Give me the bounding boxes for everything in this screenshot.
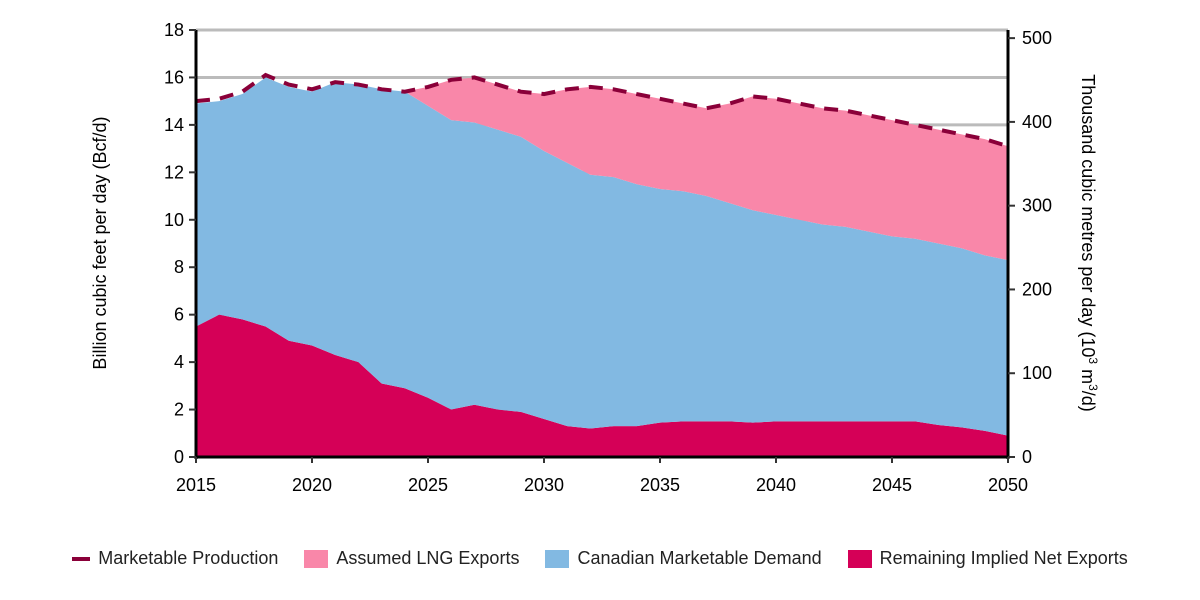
x-tick-label: 2015 [176,475,216,495]
legend-item-marketable-production: Marketable Production [72,548,278,569]
y-tick-label: 8 [174,257,184,277]
chart-svg: 0 2 4 6 8 10 12 14 16 18 0 100 200 300 400 500 2015 2020 2… [90,20,1100,495]
legend-label: Marketable Production [98,548,279,568]
x-tick-label: 2050 [988,475,1028,495]
y2-tick-label: 100 [1022,363,1052,383]
x-tick-label: 2045 [872,475,912,495]
legend-label: Remaining Implied Net Exports [879,548,1128,568]
y2-tick-label: 500 [1022,28,1052,48]
area-assumed-lng-exports [196,77,1008,261]
area-canadian-marketable-demand [196,77,1008,436]
x-tick-label: 2020 [292,475,332,495]
y-tick-label: 10 [164,210,184,230]
y2-tick-label: 400 [1022,112,1052,132]
legend-swatch [304,549,329,568]
y-tick-label: 12 [164,162,184,182]
y-tick-label: 6 [174,305,184,325]
y-axis-label: Billion cubic feet per day (Bcf/d) [90,116,110,369]
y-tick-label: 4 [174,352,184,372]
y2-axis-label: Thousand cubic metres per day (103 m3/d) [1078,74,1100,412]
legend-item-remaining-exports: Remaining Implied Net Exports [847,548,1128,569]
x-tick-label: 2030 [524,475,564,495]
x-tick-label: 2025 [408,475,448,495]
y2-tick-label: 200 [1022,279,1052,299]
legend-item-canadian-demand: Canadian Marketable Demand [545,548,822,569]
y-tick-label: 14 [164,115,184,135]
x-tick-label: 2040 [756,475,796,495]
y-tick-label: 18 [164,20,184,40]
y-tick-label: 0 [174,447,184,467]
legend-swatch [545,549,570,568]
legend-item-lng-exports: Assumed LNG Exports [304,548,519,569]
legend-label: Assumed LNG Exports [336,548,520,568]
legend-swatch [847,549,872,568]
legend-label: Canadian Marketable Demand [577,548,822,568]
x-tick-label: 2035 [640,475,680,495]
y2-tick-label: 300 [1022,196,1052,216]
y-tick-label: 16 [164,67,184,87]
y-tick-label: 2 [174,400,184,420]
line-marketable-production [195,72,1009,149]
legend-swatch [72,556,91,561]
legend: Marketable Production Assumed LNG Export… [0,548,1200,569]
y2-tick-label: 0 [1022,447,1032,467]
